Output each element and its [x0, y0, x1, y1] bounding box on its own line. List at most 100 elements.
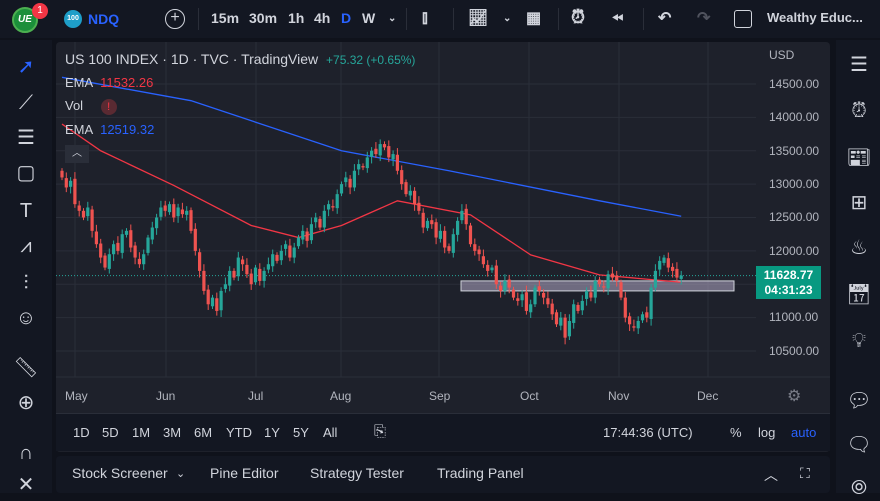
symbol-search[interactable]: 100 NDQ [64, 10, 119, 28]
zoom-in-icon[interactable]: ⊕ [17, 392, 35, 414]
price-chart[interactable] [56, 42, 830, 412]
candle-up [352, 170, 356, 188]
interval-d[interactable]: D [341, 10, 352, 26]
replay-icon[interactable]: ⏪︎ [612, 10, 624, 26]
candle-down [129, 230, 133, 248]
news-icon[interactable]: 📰︎ [846, 147, 872, 169]
hotlist-flame-icon[interactable]: ♨ [850, 237, 868, 259]
ideas-lightbulb-icon[interactable]: 💡︎ [852, 330, 866, 352]
expand-panel-chevron-up-icon[interactable]: ︿ [764, 467, 778, 483]
candle-style-icon[interactable]: ⫾ [422, 7, 428, 27]
candle-up [112, 244, 116, 255]
horizontal-lines-icon[interactable]: ☰ [17, 127, 35, 149]
chart-settings-gear-icon[interactable]: ⚙︎ [787, 388, 802, 405]
rectangle-icon[interactable]: ▢ [16, 162, 36, 184]
hide-drawings-icon[interactable]: ✕ [17, 474, 35, 496]
emoji-icon[interactable]: ☺ [15, 307, 37, 329]
indicators-chevron-icon[interactable]: ⌄ [503, 13, 512, 24]
alert-clock-icon[interactable]: ⏰︎ [571, 7, 586, 27]
interval-4h[interactable]: 4h [314, 10, 331, 26]
candle-up [167, 204, 172, 213]
interval-1h[interactable]: 1h [288, 10, 305, 26]
alarm-clock-icon[interactable]: ⏰︎ [851, 100, 867, 122]
ema-fast-label: EMA [65, 75, 93, 90]
candle-down [477, 249, 481, 255]
volume-warning-icon[interactable]: ! [100, 99, 117, 115]
calendar-icon[interactable]: 📅︎ [846, 284, 872, 306]
clock-timezone[interactable]: 17:44:36 (UTC) [603, 425, 693, 440]
candle-up [533, 287, 537, 305]
goto-date-calendar-icon[interactable]: ⎘ [374, 423, 387, 440]
candle-up [662, 257, 666, 263]
candle-down [116, 242, 120, 251]
pattern-icon[interactable]: ⩘ [20, 235, 32, 257]
fullscreen-square-icon[interactable] [734, 10, 752, 28]
tab-stock-screener[interactable]: Stock Screener [72, 465, 168, 481]
ema-fast-line [61, 123, 682, 283]
range-ytd[interactable]: YTD [226, 425, 252, 440]
ema-fast-value: 11532.26 [100, 75, 154, 90]
log-scale-toggle[interactable]: log [758, 425, 776, 440]
chats-icon[interactable]: 💬︎ [846, 390, 872, 412]
messages-icon[interactable]: 🗨︎ [846, 434, 872, 456]
ruler-icon[interactable]: 📏︎ [13, 357, 39, 379]
candle-down [546, 298, 550, 305]
currency-selector[interactable]: USD [769, 48, 795, 62]
candle-down [554, 312, 559, 325]
interval-w[interactable]: W [362, 10, 376, 26]
candle-up [236, 257, 240, 277]
tab-pine-editor[interactable]: Pine Editor [210, 465, 279, 481]
stock-screener-chevron-icon[interactable]: ⌄ [176, 468, 186, 480]
forecast-icon[interactable]: ⫶ [23, 272, 29, 294]
range-all[interactable]: All [323, 425, 338, 440]
trend-line-icon[interactable]: ⟋ [19, 92, 33, 114]
percent-scale-toggle[interactable]: % [730, 425, 742, 440]
streams-icon[interactable]: ⦾ [851, 477, 867, 499]
interval-15m[interactable]: 15m [211, 10, 240, 26]
range-1m[interactable]: 1M [132, 425, 151, 440]
volume-legend[interactable]: Vol ! [65, 98, 117, 115]
candle-up [142, 254, 146, 265]
watchlist-icon[interactable]: ☰ [850, 54, 868, 76]
undo-icon[interactable]: ↶ [658, 10, 672, 27]
candle-down [481, 256, 485, 265]
indicators-icon[interactable]: 📈︎ [468, 10, 489, 27]
range-5y[interactable]: 5Y [293, 425, 309, 440]
candle-down [400, 170, 404, 185]
candle-up [456, 220, 460, 235]
price-tick: 13000.00 [769, 177, 820, 191]
layout-grid-icon[interactable]: ▦ [526, 10, 542, 27]
candle-down [542, 292, 546, 298]
redo-icon[interactable]: ↷ [697, 10, 711, 27]
candle-down [610, 273, 614, 278]
candle-down [628, 316, 632, 325]
range-3m[interactable]: 3M [163, 425, 182, 440]
interval-30m[interactable]: 30m [249, 10, 278, 26]
range-5d[interactable]: 5D [102, 425, 119, 440]
candle-up [301, 230, 305, 240]
auto-scale-toggle[interactable]: auto [791, 425, 817, 440]
ema-fast-legend[interactable]: EMA 11532.26 [65, 75, 153, 90]
magnet-icon[interactable]: ∩ [18, 442, 34, 464]
ema-slow-legend[interactable]: EMA 12519.32 [65, 122, 154, 137]
chart-panel[interactable]: US 100 INDEX · 1D · TVC · TradingView +7… [56, 42, 830, 452]
add-list-icon[interactable]: ⊞ [850, 192, 868, 214]
compare-symbol-plus-icon[interactable]: + [165, 9, 185, 29]
interval-dropdown-chevron-icon[interactable]: ⌄ [388, 13, 397, 24]
candle-down [464, 208, 468, 225]
range-1y[interactable]: 1Y [264, 425, 280, 440]
candle-down [94, 231, 98, 245]
tab-strategy-tester[interactable]: Strategy Tester [310, 465, 404, 481]
range-1d[interactable]: 1D [73, 425, 90, 440]
collapse-legend-chevron-icon[interactable]: ︿ [65, 145, 89, 163]
range-6m[interactable]: 6M [194, 425, 213, 440]
tab-trading-panel[interactable]: Trading Panel [437, 465, 524, 481]
layout-name[interactable]: Wealthy Educ... [767, 10, 863, 25]
candle-down [163, 205, 167, 211]
text-icon[interactable]: T [19, 200, 33, 222]
candle-up [107, 254, 111, 269]
candle-up [279, 250, 283, 261]
cursor-arrow-icon[interactable]: ➚ [17, 56, 35, 78]
maximize-panel-icon[interactable]: ⛶ [800, 465, 810, 481]
candle-down [494, 265, 498, 285]
